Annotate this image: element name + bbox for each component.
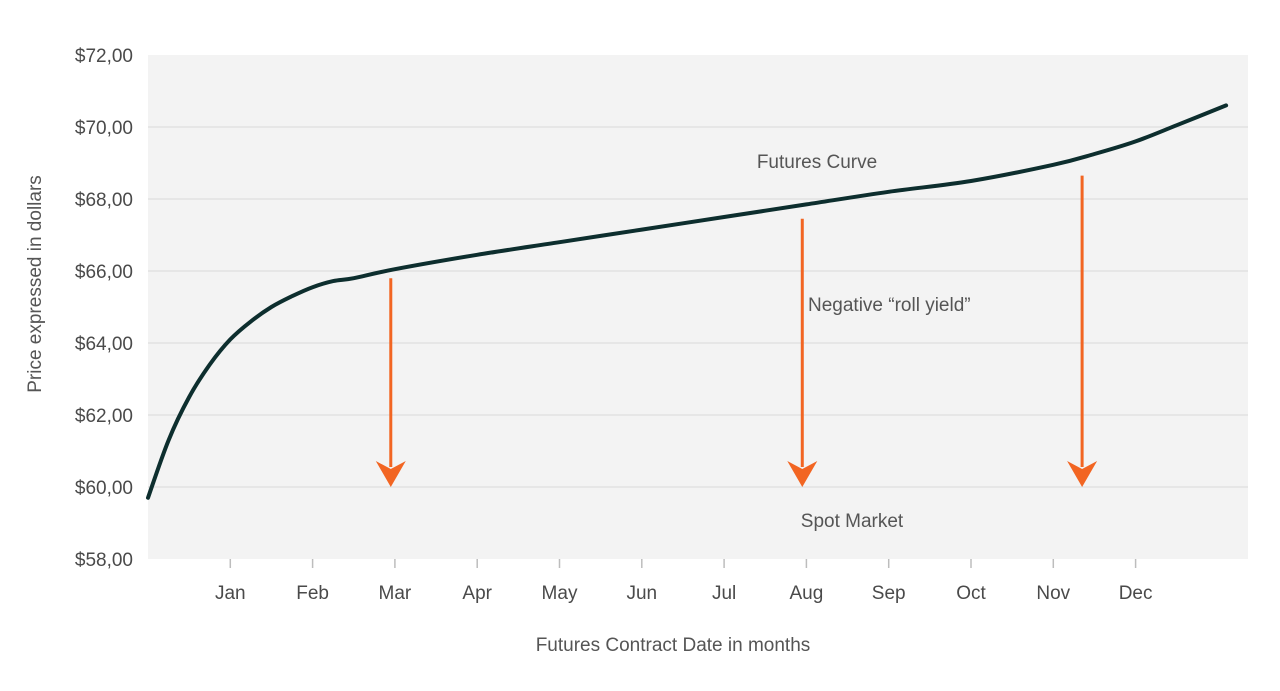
x-tick-label: Jan bbox=[215, 583, 246, 604]
y-axis-title: Price expressed in dollars bbox=[25, 175, 46, 393]
x-tick-label: Oct bbox=[956, 583, 986, 604]
y-tick-label: $58,00 bbox=[75, 550, 133, 571]
y-tick-label: $60,00 bbox=[75, 478, 133, 499]
x-tick-label: Sep bbox=[872, 583, 906, 604]
x-axis-title: Futures Contract Date in months bbox=[536, 635, 811, 656]
x-tick-label: Mar bbox=[379, 583, 412, 604]
futures-curve-label: Futures Curve bbox=[757, 152, 877, 173]
x-tick-label: Aug bbox=[789, 583, 823, 604]
x-tick-label: May bbox=[542, 583, 578, 604]
x-tick-label: Dec bbox=[1119, 583, 1153, 604]
x-axis-ticks: Jan Feb Mar Apr May Jun Jul Aug Sep Oct Nov Dec bbox=[215, 559, 1153, 604]
gridlines bbox=[148, 126, 1248, 488]
y-tick-label: $66,00 bbox=[75, 262, 133, 283]
y-tick-label: $62,00 bbox=[75, 406, 133, 427]
x-tick-label: Jun bbox=[626, 583, 657, 604]
y-tick-label: $72,00 bbox=[75, 46, 133, 67]
spot-market-label: Spot Market bbox=[801, 511, 904, 532]
roll-yield-arrow-head bbox=[787, 461, 818, 487]
futures-curve-line bbox=[146, 103, 1229, 500]
roll-yield-label: Negative “roll yield” bbox=[808, 295, 971, 316]
roll-yield-arrow-head bbox=[1067, 461, 1098, 487]
plot-area bbox=[148, 55, 1248, 559]
roll-yield-arrows bbox=[375, 175, 1098, 487]
x-tick-label: Jul bbox=[712, 583, 736, 604]
roll-yield-arrow-head bbox=[375, 461, 406, 487]
y-tick-label: $70,00 bbox=[75, 118, 133, 139]
y-tick-label: $68,00 bbox=[75, 190, 133, 211]
x-tick-label: Nov bbox=[1036, 583, 1070, 604]
y-axis-tick-labels: $58,00 $60,00 $62,00 $64,00 $66,00 $68,00 $70,… bbox=[75, 46, 133, 571]
x-tick-label: Feb bbox=[296, 583, 329, 604]
x-tick-label: Apr bbox=[462, 583, 492, 604]
y-tick-label: $64,00 bbox=[75, 334, 133, 355]
